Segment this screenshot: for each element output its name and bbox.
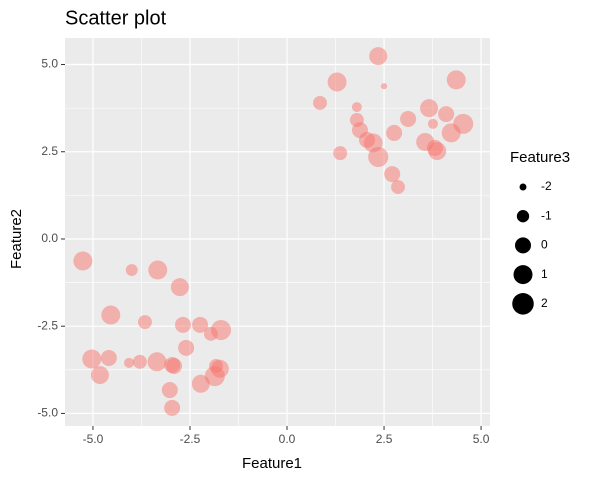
point (148, 260, 168, 280)
point (438, 106, 455, 123)
legend-key (519, 183, 527, 191)
point (73, 251, 93, 271)
point (420, 99, 439, 118)
legend-key (512, 293, 534, 315)
point (170, 278, 189, 297)
legend-key (513, 265, 533, 285)
point (428, 142, 447, 161)
y-axis-title: Feature2 (8, 209, 25, 269)
point (178, 339, 195, 356)
point (166, 357, 183, 374)
legend-title: Feature3 (510, 149, 570, 166)
legend-key (515, 237, 531, 254)
point (101, 305, 121, 325)
x-tick-label: 5.0 (473, 432, 490, 446)
legend-label: 0 (541, 238, 548, 252)
point (124, 357, 135, 368)
point (368, 146, 389, 168)
point (100, 349, 117, 366)
point (400, 110, 417, 127)
point (441, 123, 461, 143)
x-tick-label: -5.0 (83, 432, 104, 446)
point (203, 326, 218, 341)
chart-title: Scatter plot (65, 7, 167, 29)
y-tick-label: -2.5 (37, 318, 58, 332)
y-tick-label: 0.0 (41, 231, 58, 245)
point (446, 70, 466, 90)
point (147, 352, 167, 372)
x-tick-label: 2.5 (376, 432, 393, 446)
legend-label: 2 (541, 296, 548, 310)
y-tick-label: 2.5 (41, 144, 58, 158)
point (125, 264, 138, 276)
legend-label: 1 (541, 267, 548, 281)
legend-label: -2 (541, 179, 552, 193)
point (380, 83, 388, 90)
point (427, 118, 438, 129)
x-tick-label: -2.5 (180, 432, 201, 446)
point (333, 146, 348, 161)
point (369, 47, 388, 66)
point (164, 399, 181, 416)
legend-key (516, 210, 530, 223)
point (313, 95, 327, 110)
x-axis-title: Feature1 (242, 455, 302, 472)
point (204, 366, 225, 387)
point (132, 354, 147, 369)
point (391, 180, 405, 194)
point (174, 316, 191, 333)
point (327, 72, 347, 92)
legend-label: -1 (541, 208, 552, 222)
y-tick-label: -5.0 (37, 406, 58, 420)
point (192, 316, 209, 333)
x-tick-label: 0.0 (279, 432, 296, 446)
point (351, 102, 362, 113)
point (191, 374, 210, 393)
point (137, 315, 152, 329)
point (384, 166, 401, 183)
point (82, 349, 102, 369)
point (161, 382, 178, 399)
point (90, 366, 109, 385)
y-tick-label: 5.0 (41, 57, 58, 71)
point (386, 124, 403, 141)
